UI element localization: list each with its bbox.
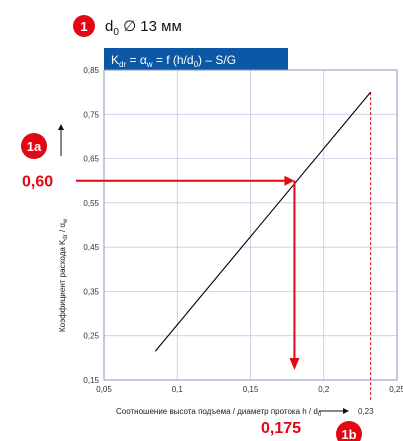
title-rest: ∅ 13 мм (119, 18, 182, 35)
y-tick-label: 0,35 (83, 287, 99, 296)
x-tick-label: 0,25 (389, 385, 403, 394)
x-axis-label: Соотношение высота подъема / диаметр про… (116, 407, 322, 418)
page-title: d0 ∅ 13 мм (105, 18, 182, 38)
title-subscript: 0 (113, 27, 119, 38)
limit-x-label: 0,23 (358, 407, 374, 416)
chart-title: Kdr = αw = f (h/d0) – S/G (111, 53, 236, 69)
y-tick-label: 0,75 (83, 110, 99, 119)
chart-title-bar (104, 48, 288, 70)
y-value-label: 0,60 (22, 174, 53, 191)
marker-1b-badge (336, 421, 362, 441)
x-axis-arrow-head (343, 408, 349, 414)
step-1-badge (73, 15, 95, 37)
flow-coefficient-curve (154, 91, 372, 352)
marker-1b-label: 1b (341, 427, 356, 441)
vertical-arrow-head (289, 358, 300, 370)
tick-labels: 0,05 0,1 0,15 0,2 0,25 0,15 0,25 0,35 0,45 0,55 0,… (83, 66, 403, 394)
x-tick-label: 0,15 (243, 385, 259, 394)
y-axis-arrow-head (58, 124, 64, 130)
y-tick-label: 0,15 (83, 376, 99, 385)
marker-1a-badge (21, 133, 47, 159)
y-tick-label: 0,45 (83, 243, 99, 252)
grid (103, 69, 398, 381)
plot-area: 0,05 0,1 0,15 0,2 0,25 0,15 0,25 0,35 0,45 0,55 0,… (76, 66, 403, 402)
step-1-badge-label: 1 (80, 19, 87, 34)
plot-frame (103, 69, 398, 381)
title-symbol: d (105, 18, 113, 35)
y-axis-label: Коэффициент расхода Kdr / αw (58, 218, 69, 332)
y-tick-label: 0,65 (83, 155, 99, 164)
marker-1a-label: 1a (27, 139, 42, 154)
x-tick-label: 0,1 (172, 385, 184, 394)
y-tick-label: 0,55 (83, 199, 99, 208)
y-tick-label: 0,25 (83, 332, 99, 341)
x-value-label: 0,175 (261, 420, 301, 437)
x-tick-label: 0,2 (318, 385, 330, 394)
x-tick-label: 0,05 (96, 385, 112, 394)
y-tick-label: 0,85 (83, 66, 99, 75)
horizontal-arrow-head (284, 175, 295, 186)
